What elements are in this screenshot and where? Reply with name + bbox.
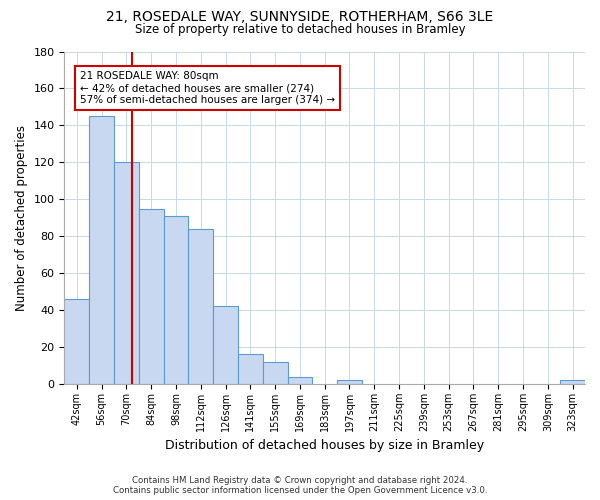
Bar bbox=[114, 162, 139, 384]
Text: 21, ROSEDALE WAY, SUNNYSIDE, ROTHERHAM, S66 3LE: 21, ROSEDALE WAY, SUNNYSIDE, ROTHERHAM, … bbox=[106, 10, 494, 24]
Bar bbox=[188, 229, 213, 384]
Bar bbox=[287, 376, 313, 384]
Bar bbox=[213, 306, 238, 384]
Bar bbox=[89, 116, 114, 384]
Bar bbox=[560, 380, 585, 384]
Bar bbox=[64, 299, 89, 384]
Y-axis label: Number of detached properties: Number of detached properties bbox=[15, 125, 28, 311]
X-axis label: Distribution of detached houses by size in Bramley: Distribution of detached houses by size … bbox=[165, 440, 484, 452]
Text: 21 ROSEDALE WAY: 80sqm
← 42% of detached houses are smaller (274)
57% of semi-de: 21 ROSEDALE WAY: 80sqm ← 42% of detached… bbox=[80, 72, 335, 104]
Text: Size of property relative to detached houses in Bramley: Size of property relative to detached ho… bbox=[134, 22, 466, 36]
Bar bbox=[139, 208, 164, 384]
Bar bbox=[263, 362, 287, 384]
Bar bbox=[337, 380, 362, 384]
Bar bbox=[238, 354, 263, 384]
Bar bbox=[164, 216, 188, 384]
Text: Contains HM Land Registry data © Crown copyright and database right 2024.
Contai: Contains HM Land Registry data © Crown c… bbox=[113, 476, 487, 495]
